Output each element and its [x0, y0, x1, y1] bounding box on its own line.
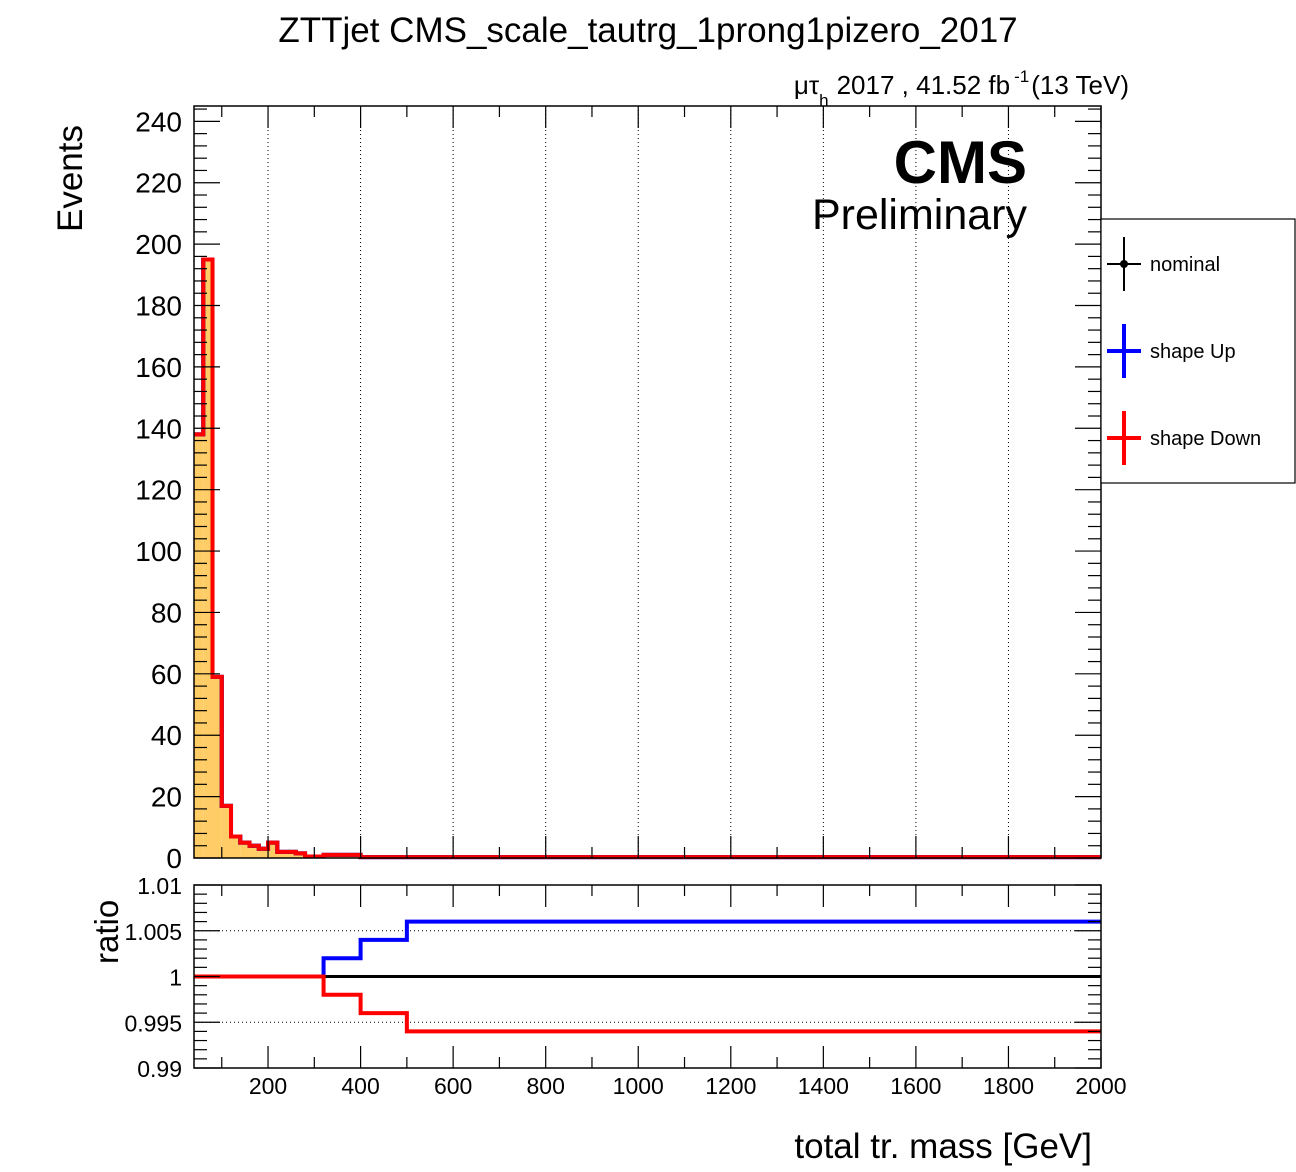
x-tick-labels: 200 400 600 800 1000 1200 1400 1600 1800 2000: [249, 1073, 1127, 1099]
y-tick-label: 240: [135, 106, 182, 137]
lumi-energy: (13 TeV): [1031, 70, 1129, 100]
lumi-channel-mu: μ: [794, 70, 809, 100]
y-tick-label: 120: [135, 475, 182, 506]
legend-label: shape Down: [1150, 428, 1261, 450]
series-shape-up: [194, 257, 1101, 860]
y-tick-label: 60: [151, 659, 182, 690]
fill-bar: [231, 836, 241, 858]
x-tick-label: 1600: [890, 1073, 941, 1099]
lumi-label: μτh 2017 , 41.52 fb -1(13 TeV): [794, 67, 1129, 110]
lumi-sup: -1: [1014, 67, 1029, 86]
top-ticks: [194, 106, 1102, 859]
x-tick-label: 1000: [613, 1073, 664, 1099]
legend: nominal shape Up shape Down: [1100, 218, 1296, 484]
y-tick-label: 40: [151, 720, 182, 751]
ratio-y-tick-label: 1.01: [137, 873, 182, 899]
x-tick-label: 400: [341, 1073, 379, 1099]
top-y-axis-label: Events: [51, 125, 90, 232]
ratio-y-tick-label: 1: [169, 965, 182, 991]
chart-title: ZTTjet CMS_scale_tautrg_1prong1pizero_20…: [278, 11, 1017, 50]
y-tick-label: 100: [135, 536, 182, 567]
x-tick-label: 1400: [798, 1073, 849, 1099]
fill-bar: [268, 842, 278, 858]
lumi-channel-sub: h: [819, 91, 828, 110]
x-tick-label: 800: [527, 1073, 565, 1099]
fill-bar: [295, 853, 306, 858]
top-y-tick-labels: 0 20 40 60 80 100 120 140 160 180 200 220 240: [135, 106, 182, 874]
x-tick-label: 2000: [1075, 1073, 1126, 1099]
y-tick-label: 20: [151, 782, 182, 813]
preliminary-label: Preliminary: [812, 191, 1028, 239]
y-tick-label: 220: [135, 168, 182, 199]
fill-bar: [212, 676, 222, 858]
ratio-shape-up: [194, 919, 1101, 979]
ratio-y-tick-label: 1.005: [124, 919, 182, 945]
ratio-y-tick-label: 0.995: [124, 1010, 182, 1036]
top-grid: [267, 106, 1009, 858]
series-shape-down: [194, 257, 1101, 860]
x-tick-label: 1200: [705, 1073, 756, 1099]
x-tick-label: 200: [249, 1073, 287, 1099]
fill-bar: [194, 434, 204, 858]
legend-item-shape-up: shape Up: [1107, 324, 1236, 378]
fill-bar: [240, 842, 250, 858]
ratio-shape-down: [194, 974, 1101, 1034]
x-tick-label: 600: [434, 1073, 472, 1099]
y-tick-label: 200: [135, 229, 182, 260]
series-nominal: [194, 257, 1101, 860]
fill-bar: [286, 851, 296, 858]
lumi-rest: 2017 , 41.52 fb: [837, 70, 1010, 100]
legend-dot: [1120, 260, 1128, 268]
lumi-channel-tau: τ: [809, 70, 820, 100]
legend-item-shape-down: shape Down: [1107, 411, 1261, 465]
fill-bar: [258, 848, 269, 858]
fill-bar: [249, 845, 259, 858]
ratio-y-tick-label: 0.99: [137, 1056, 182, 1082]
bottom-y-axis-label: ratio: [88, 900, 125, 964]
fill-bar: [277, 851, 287, 858]
legend-label: nominal: [1150, 254, 1220, 276]
y-tick-label: 0: [166, 843, 182, 874]
y-tick-label: 140: [135, 413, 182, 444]
bottom-panel: 0.99 0.995 1 1.005 1.01 200 400 600 800 1000 1200…: [88, 873, 1127, 1166]
y-tick-label: 80: [151, 597, 182, 628]
x-tick-label: 1800: [983, 1073, 1034, 1099]
top-series-layer: [194, 257, 1101, 860]
y-tick-label: 180: [135, 291, 182, 322]
stack-fill-layer: [194, 259, 1102, 859]
bottom-series-layer: [194, 919, 1101, 1034]
legend-item-nominal: nominal: [1107, 237, 1220, 291]
legend-label: shape Up: [1150, 341, 1236, 363]
cms-label: CMS: [894, 129, 1027, 196]
fill-bar: [221, 805, 232, 858]
y-tick-label: 160: [135, 352, 182, 383]
x-axis-label: total tr. mass [GeV]: [794, 1127, 1092, 1166]
bottom-ticks: [194, 884, 1102, 1069]
fill-bar: [203, 259, 213, 859]
bottom-y-tick-labels: 0.99 0.995 1 1.005 1.01: [124, 873, 182, 1082]
top-panel: 0 20 40 60 80 100 120 140 160 180 200 220 240 Events…: [51, 105, 1102, 874]
